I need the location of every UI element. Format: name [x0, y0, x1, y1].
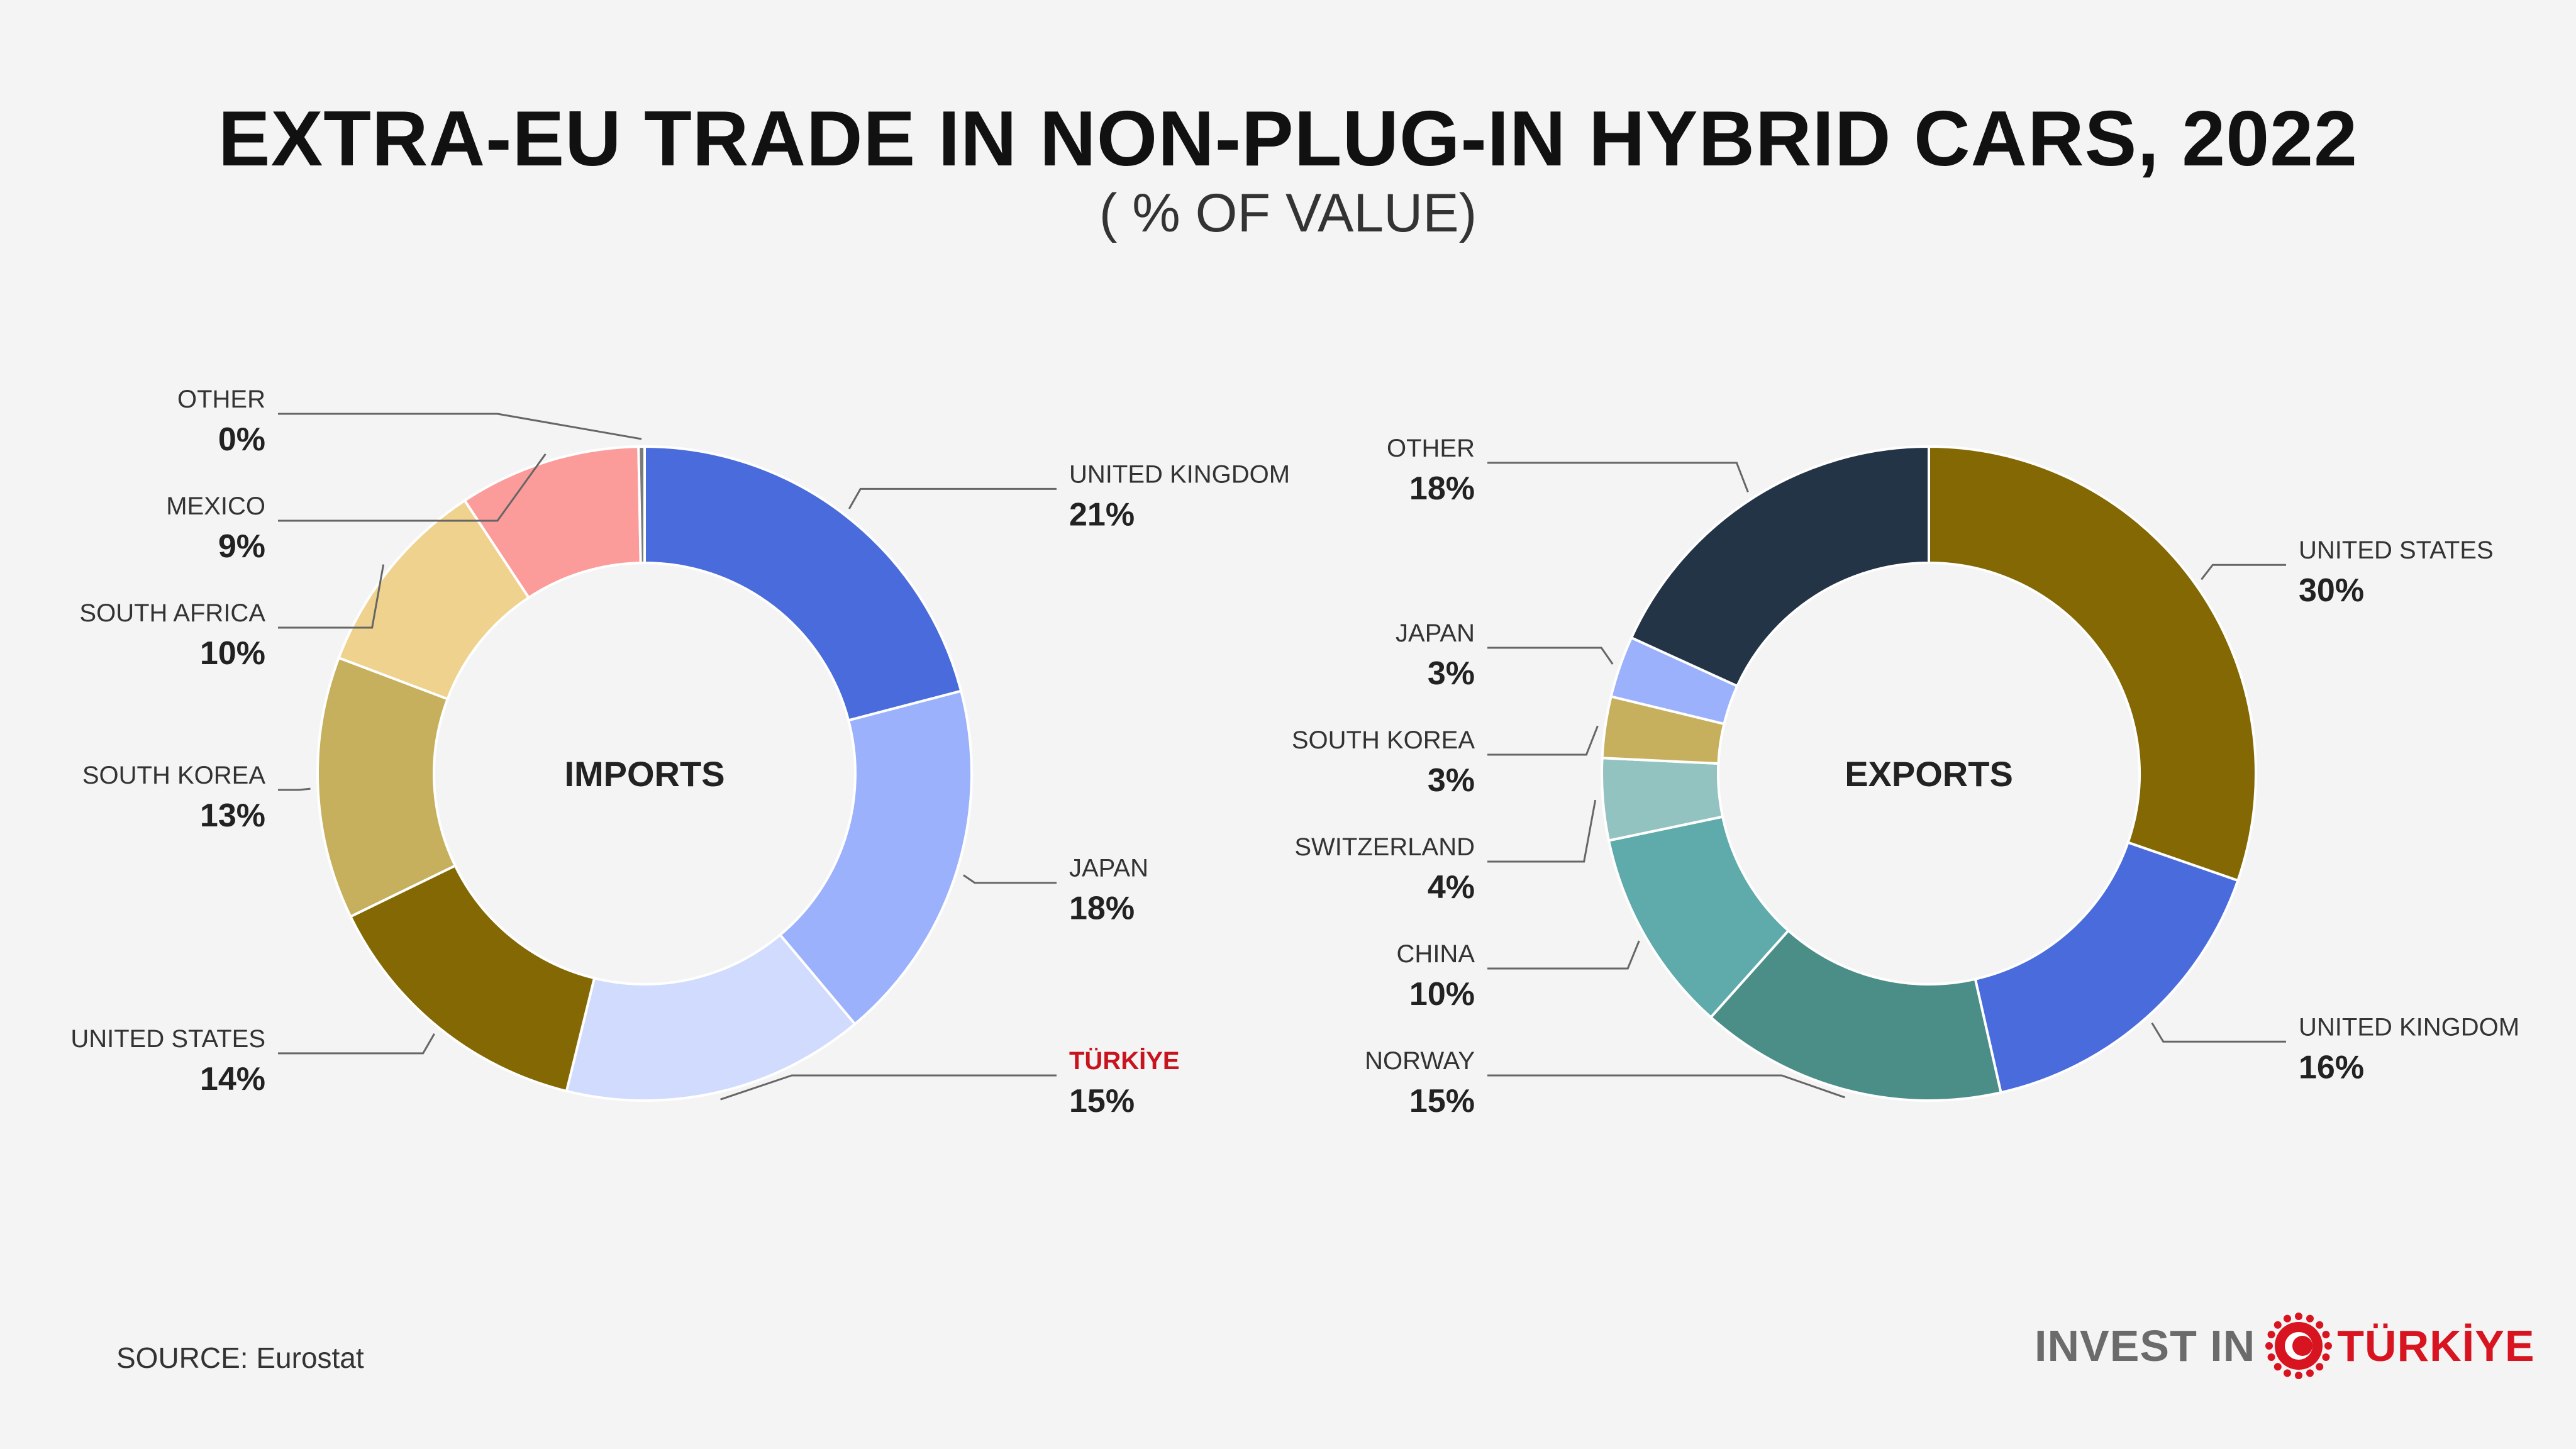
center-label: EXPORTS: [1845, 754, 2013, 794]
slice-value-other: 0%: [218, 421, 265, 458]
leader-line-norway: [1487, 1074, 1845, 1099]
slice-label-united-states: UNITED STATES: [2299, 536, 2494, 564]
exports-donut: EXPORTS UNITED STATES 30% UNITED KINGDOM 16%…: [1292, 435, 2519, 1119]
leader-line-china: [1487, 940, 1640, 970]
slice-label-south-korea: SOUTH KOREA: [1292, 726, 1475, 754]
slice-label-japan: JAPAN: [1069, 855, 1148, 882]
leader-line-other: [278, 413, 642, 440]
slice-value-norway: 15%: [1409, 1083, 1475, 1119]
slice-value-turkiye: 15%: [1069, 1083, 1135, 1119]
slice-label-united-kingdom: UNITED KINGDOM: [1069, 460, 1290, 488]
slice-south-korea: [316, 656, 457, 919]
leader-line-south-korea: [1487, 725, 1599, 756]
slice-united-kingdom: [1974, 841, 2240, 1094]
imports-donut: IMPORTS UNITED KINGDOM 21% JAPAN 18% TÜRKİYE 1…: [70, 386, 1290, 1119]
slice-value-south-korea: 3%: [1428, 762, 1475, 799]
source-note: SOURCE: Eurostat: [116, 1341, 364, 1374]
slice-label-south-korea: SOUTH KOREA: [82, 762, 265, 789]
leader-line-japan: [963, 874, 1057, 884]
leader-line-united-states: [278, 1033, 435, 1055]
invest-in-turkiye-logo: INVEST IN TÜRKİYE: [2035, 1311, 2535, 1380]
slice-value-south-korea: 13%: [200, 797, 265, 834]
slice-label-other: OTHER: [1387, 435, 1475, 462]
leader-line-united-kingdom: [2151, 1022, 2286, 1043]
slice-value-mexico: 9%: [218, 528, 265, 565]
slice-label-turkiye: TÜRKİYE: [1069, 1046, 1180, 1075]
slice-norway: [1709, 928, 2002, 1102]
slice-label-norway: NORWAY: [1365, 1047, 1475, 1075]
slice-other: [1629, 445, 1930, 688]
slice-united-states: [1928, 445, 2257, 882]
slice-label-south-africa: SOUTH AFRICA: [79, 599, 265, 627]
leader-line-south-korea: [278, 787, 311, 791]
slice-label-united-kingdom: UNITED KINGDOM: [2299, 1013, 2519, 1041]
slice-label-mexico: MEXICO: [166, 492, 265, 520]
slice-value-united-states: 14%: [200, 1061, 265, 1097]
center-label: IMPORTS: [564, 754, 724, 794]
slice-value-south-africa: 10%: [200, 635, 265, 672]
leader-line-united-kingdom: [848, 487, 1057, 509]
leader-line-switzerland: [1487, 799, 1597, 863]
slice-japan: [778, 689, 974, 1026]
slice-label-other: OTHER: [177, 386, 265, 413]
leader-line-other: [1487, 462, 1749, 492]
logo-invest-text: INVEST IN: [2035, 1321, 2256, 1370]
leader-line-south-africa: [278, 564, 385, 629]
slice-value-switzerland: 4%: [1428, 869, 1475, 906]
slice-label-japan: JAPAN: [1396, 619, 1475, 647]
slice-value-china: 10%: [1409, 976, 1475, 1013]
chart-subtitle: ( % OF VALUE): [1099, 183, 1477, 243]
leader-line-united-states: [2201, 564, 2286, 580]
leader-line-japan: [1487, 647, 1614, 665]
slice-other: [637, 445, 646, 565]
leader-line-mexico: [278, 453, 547, 522]
chart-title: EXTRA-EU TRADE IN NON-PLUG-IN HYBRID CAR…: [218, 96, 2358, 182]
slice-label-china: CHINA: [1397, 940, 1475, 968]
slice-value-japan: 3%: [1428, 655, 1475, 692]
logo-country-text: TÜRKİYE: [2337, 1321, 2535, 1370]
logo-emblem-icon: [2265, 1313, 2333, 1379]
slice-turkiye: [565, 933, 857, 1102]
slice-value-japan: 18%: [1069, 891, 1135, 927]
slice-value-other: 18%: [1409, 470, 1475, 507]
slice-value-united-kingdom: 16%: [2299, 1049, 2364, 1085]
slice-value-united-states: 30%: [2299, 572, 2364, 609]
slice-label-switzerland: SWITZERLAND: [1294, 833, 1475, 861]
slice-label-united-states: UNITED STATES: [70, 1025, 265, 1053]
slice-value-united-kingdom: 21%: [1069, 496, 1135, 533]
leader-line-turkiye: [720, 1074, 1057, 1101]
slice-united-kingdom: [643, 445, 963, 722]
